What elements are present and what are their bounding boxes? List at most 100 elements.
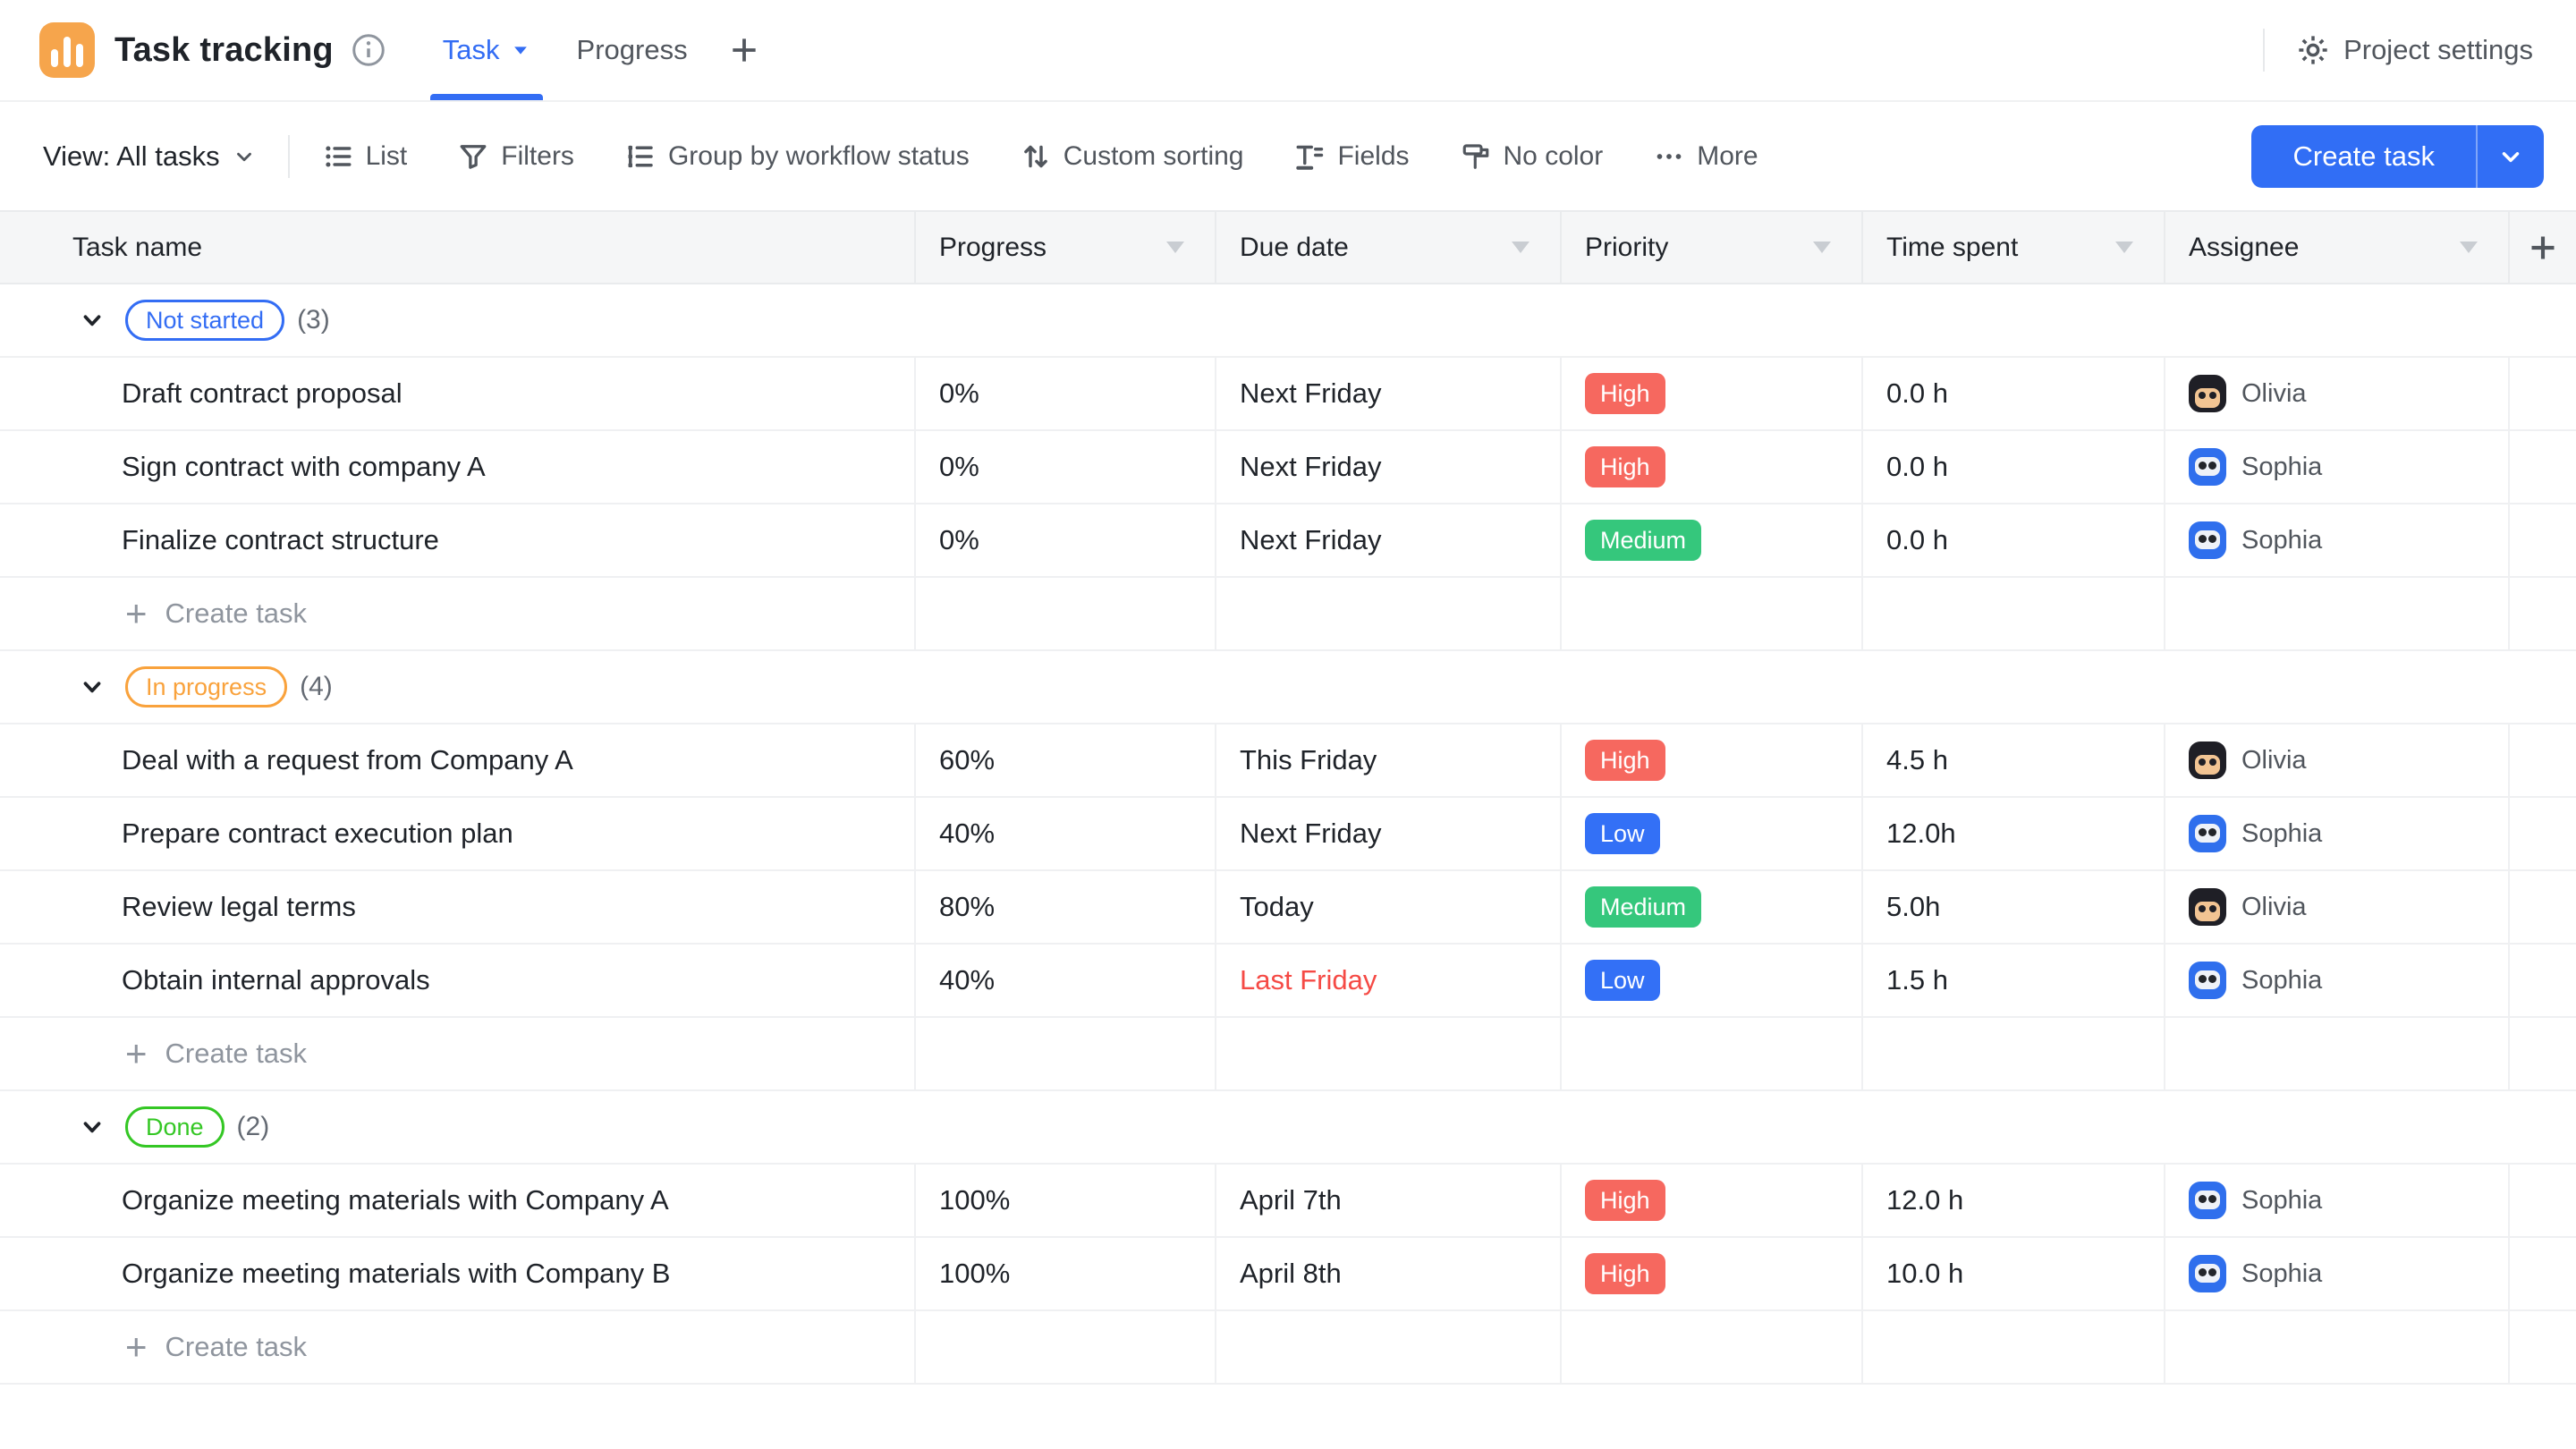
assignee-cell[interactable]: Olivia (2165, 358, 2510, 429)
due-date-cell[interactable]: This Friday (1216, 724, 1562, 796)
time-spent-cell[interactable]: 0.0 h (1863, 358, 2165, 429)
progress-cell[interactable]: 60% (916, 724, 1216, 796)
toolbar-button-group-by-workflow-status[interactable]: Group by workflow status (624, 140, 970, 173)
due-date-cell[interactable]: Last Friday (1216, 945, 1562, 1016)
progress-cell[interactable]: 0% (916, 431, 1216, 503)
priority-badge[interactable]: High (1585, 446, 1665, 487)
column-dropdown-caret-icon[interactable] (1813, 242, 1831, 253)
column-header-progress[interactable]: Progress (916, 212, 1216, 283)
task-name-cell[interactable]: Finalize contract structure (0, 504, 916, 576)
priority-badge[interactable]: High (1585, 1253, 1665, 1294)
priority-badge[interactable]: High (1585, 1180, 1665, 1221)
column-header-priority[interactable]: Priority (1562, 212, 1863, 283)
task-name-cell[interactable]: Organize meeting materials with Company … (0, 1165, 916, 1236)
due-date-cell[interactable]: Next Friday (1216, 358, 1562, 429)
status-pill[interactable]: Not started (125, 300, 285, 341)
column-dropdown-caret-icon[interactable] (1512, 242, 1530, 253)
priority-cell[interactable]: High (1562, 358, 1863, 429)
assignee-cell[interactable]: Sophia (2165, 504, 2510, 576)
add-tab-button[interactable] (727, 33, 761, 67)
assignee-cell[interactable]: Olivia (2165, 871, 2510, 943)
progress-cell[interactable]: 0% (916, 358, 1216, 429)
task-name-cell[interactable]: Deal with a request from Company A (0, 724, 916, 796)
time-spent-cell[interactable]: 10.0 h (1863, 1238, 2165, 1309)
priority-badge[interactable]: Medium (1585, 520, 1702, 561)
toolbar-button-more[interactable]: More (1653, 140, 1758, 173)
toolbar-button-list[interactable]: List (322, 140, 407, 173)
create-task-button[interactable]: Create task (2251, 125, 2476, 188)
create-task-row-cell[interactable]: + Create task (0, 1311, 916, 1383)
priority-badge[interactable]: High (1585, 740, 1665, 781)
due-date-cell[interactable]: April 7th (1216, 1165, 1562, 1236)
task-name-cell[interactable]: Obtain internal approvals (0, 945, 916, 1016)
create-task-dropdown-button[interactable] (2476, 124, 2544, 188)
priority-badge[interactable]: Low (1585, 960, 1660, 1001)
due-date-cell[interactable]: Next Friday (1216, 431, 1562, 503)
column-dropdown-caret-icon[interactable] (1166, 242, 1184, 253)
create-task-row-button[interactable]: + Create task (0, 1328, 307, 1366)
collapse-chevron-icon[interactable] (79, 307, 106, 334)
column-dropdown-caret-icon[interactable] (2115, 242, 2133, 253)
priority-cell[interactable]: Low (1562, 798, 1863, 869)
status-pill[interactable]: In progress (125, 666, 288, 708)
progress-cell[interactable]: 100% (916, 1165, 1216, 1236)
create-task-row-button[interactable]: + Create task (0, 595, 307, 632)
time-spent-cell[interactable]: 4.5 h (1863, 724, 2165, 796)
toolbar-button-no-color[interactable]: No color (1460, 140, 1603, 173)
priority-badge[interactable]: Low (1585, 813, 1660, 854)
column-header-task-name[interactable]: Task name (0, 212, 916, 283)
column-header-time-spent[interactable]: Time spent (1863, 212, 2165, 283)
add-column-button[interactable] (2510, 212, 2576, 283)
time-spent-cell[interactable]: 12.0 h (1863, 1165, 2165, 1236)
collapse-chevron-icon[interactable] (79, 1114, 106, 1140)
column-header-due-date[interactable]: Due date (1216, 212, 1562, 283)
status-pill[interactable]: Done (125, 1106, 225, 1148)
time-spent-cell[interactable]: 12.0h (1863, 798, 2165, 869)
priority-badge[interactable]: High (1585, 373, 1665, 414)
priority-cell[interactable]: High (1562, 724, 1863, 796)
column-header-assignee[interactable]: Assignee (2165, 212, 2510, 283)
priority-cell[interactable]: High (1562, 1238, 1863, 1309)
time-spent-cell[interactable]: 0.0 h (1863, 504, 2165, 576)
tab-task[interactable]: Task (429, 0, 543, 100)
priority-badge[interactable]: Medium (1585, 886, 1702, 928)
task-name-cell[interactable]: Draft contract proposal (0, 358, 916, 429)
progress-cell[interactable]: 100% (916, 1238, 1216, 1309)
assignee-cell[interactable]: Olivia (2165, 724, 2510, 796)
due-date-cell[interactable]: Next Friday (1216, 504, 1562, 576)
toolbar-button-fields[interactable]: Fields (1293, 140, 1410, 173)
due-date-cell[interactable]: Today (1216, 871, 1562, 943)
priority-cell[interactable]: High (1562, 1165, 1863, 1236)
priority-cell[interactable]: High (1562, 431, 1863, 503)
task-name-cell[interactable]: Sign contract with company A (0, 431, 916, 503)
create-task-row-cell[interactable]: + Create task (0, 578, 916, 649)
assignee-cell[interactable]: Sophia (2165, 431, 2510, 503)
task-name-cell[interactable]: Review legal terms (0, 871, 916, 943)
task-name-cell[interactable]: Organize meeting materials with Company … (0, 1238, 916, 1309)
create-task-row-button[interactable]: + Create task (0, 1035, 307, 1072)
priority-cell[interactable]: Low (1562, 945, 1863, 1016)
create-task-row-cell[interactable]: + Create task (0, 1018, 916, 1089)
view-switcher[interactable]: View: All tasks (43, 140, 256, 173)
assignee-cell[interactable]: Sophia (2165, 798, 2510, 869)
priority-cell[interactable]: Medium (1562, 504, 1863, 576)
tab-progress[interactable]: Progress (577, 0, 688, 100)
task-name-cell[interactable]: Prepare contract execution plan (0, 798, 916, 869)
due-date-cell[interactable]: April 8th (1216, 1238, 1562, 1309)
assignee-cell[interactable]: Sophia (2165, 945, 2510, 1016)
progress-cell[interactable]: 40% (916, 945, 1216, 1016)
progress-cell[interactable]: 40% (916, 798, 1216, 869)
time-spent-cell[interactable]: 0.0 h (1863, 431, 2165, 503)
progress-cell[interactable]: 0% (916, 504, 1216, 576)
priority-cell[interactable]: Medium (1562, 871, 1863, 943)
info-icon[interactable] (350, 31, 387, 69)
project-settings-button[interactable]: Project settings (2295, 32, 2533, 68)
due-date-cell[interactable]: Next Friday (1216, 798, 1562, 869)
collapse-chevron-icon[interactable] (79, 674, 106, 700)
time-spent-cell[interactable]: 5.0h (1863, 871, 2165, 943)
toolbar-button-filters[interactable]: Filters (457, 140, 574, 173)
toolbar-button-custom-sorting[interactable]: Custom sorting (1020, 140, 1243, 173)
progress-cell[interactable]: 80% (916, 871, 1216, 943)
column-dropdown-caret-icon[interactable] (2460, 242, 2478, 253)
time-spent-cell[interactable]: 1.5 h (1863, 945, 2165, 1016)
